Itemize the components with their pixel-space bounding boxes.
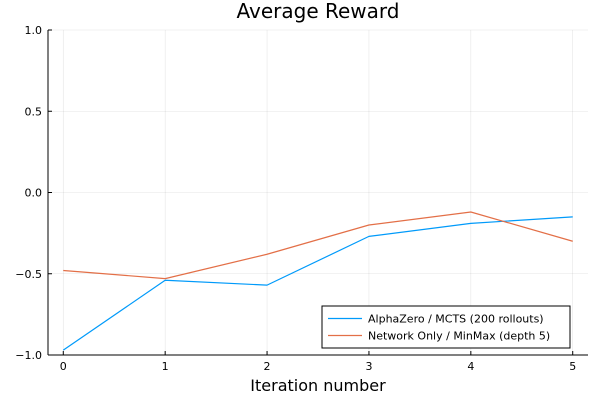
legend-box [321, 305, 571, 349]
x-tick-label: 2 [264, 360, 271, 373]
tick-labels: 0 1 2 3 4 5 −1.0 −0.5 0.0 0.5 1.0 [15, 24, 576, 373]
legend-label: AlphaZero / MCTS (200 rollouts) [368, 313, 544, 326]
series-lines [62, 211, 573, 351]
y-tick-label: −1.0 [15, 349, 42, 362]
series-line-2 [63, 211, 573, 280]
legend: AlphaZero / MCTS (200 rollouts) Network O… [321, 305, 571, 349]
legend-label: Network Only / MinMax (depth 5) [368, 330, 550, 343]
chart-title: Average Reward [237, 0, 400, 23]
y-tick-label: 0.5 [25, 105, 43, 118]
y-tick-label: −0.5 [15, 268, 42, 281]
y-tick-label: 1.0 [25, 24, 43, 37]
x-tick-label: 1 [162, 360, 169, 373]
series-line-1 [62, 216, 573, 351]
x-tick-label: 4 [467, 360, 474, 373]
y-tick-label: 0.0 [25, 187, 43, 200]
x-tick-label: 3 [365, 360, 372, 373]
x-tick-label: 5 [569, 360, 576, 373]
x-axis-title: Iteration number [250, 376, 386, 395]
x-tick-label: 0 [60, 360, 67, 373]
